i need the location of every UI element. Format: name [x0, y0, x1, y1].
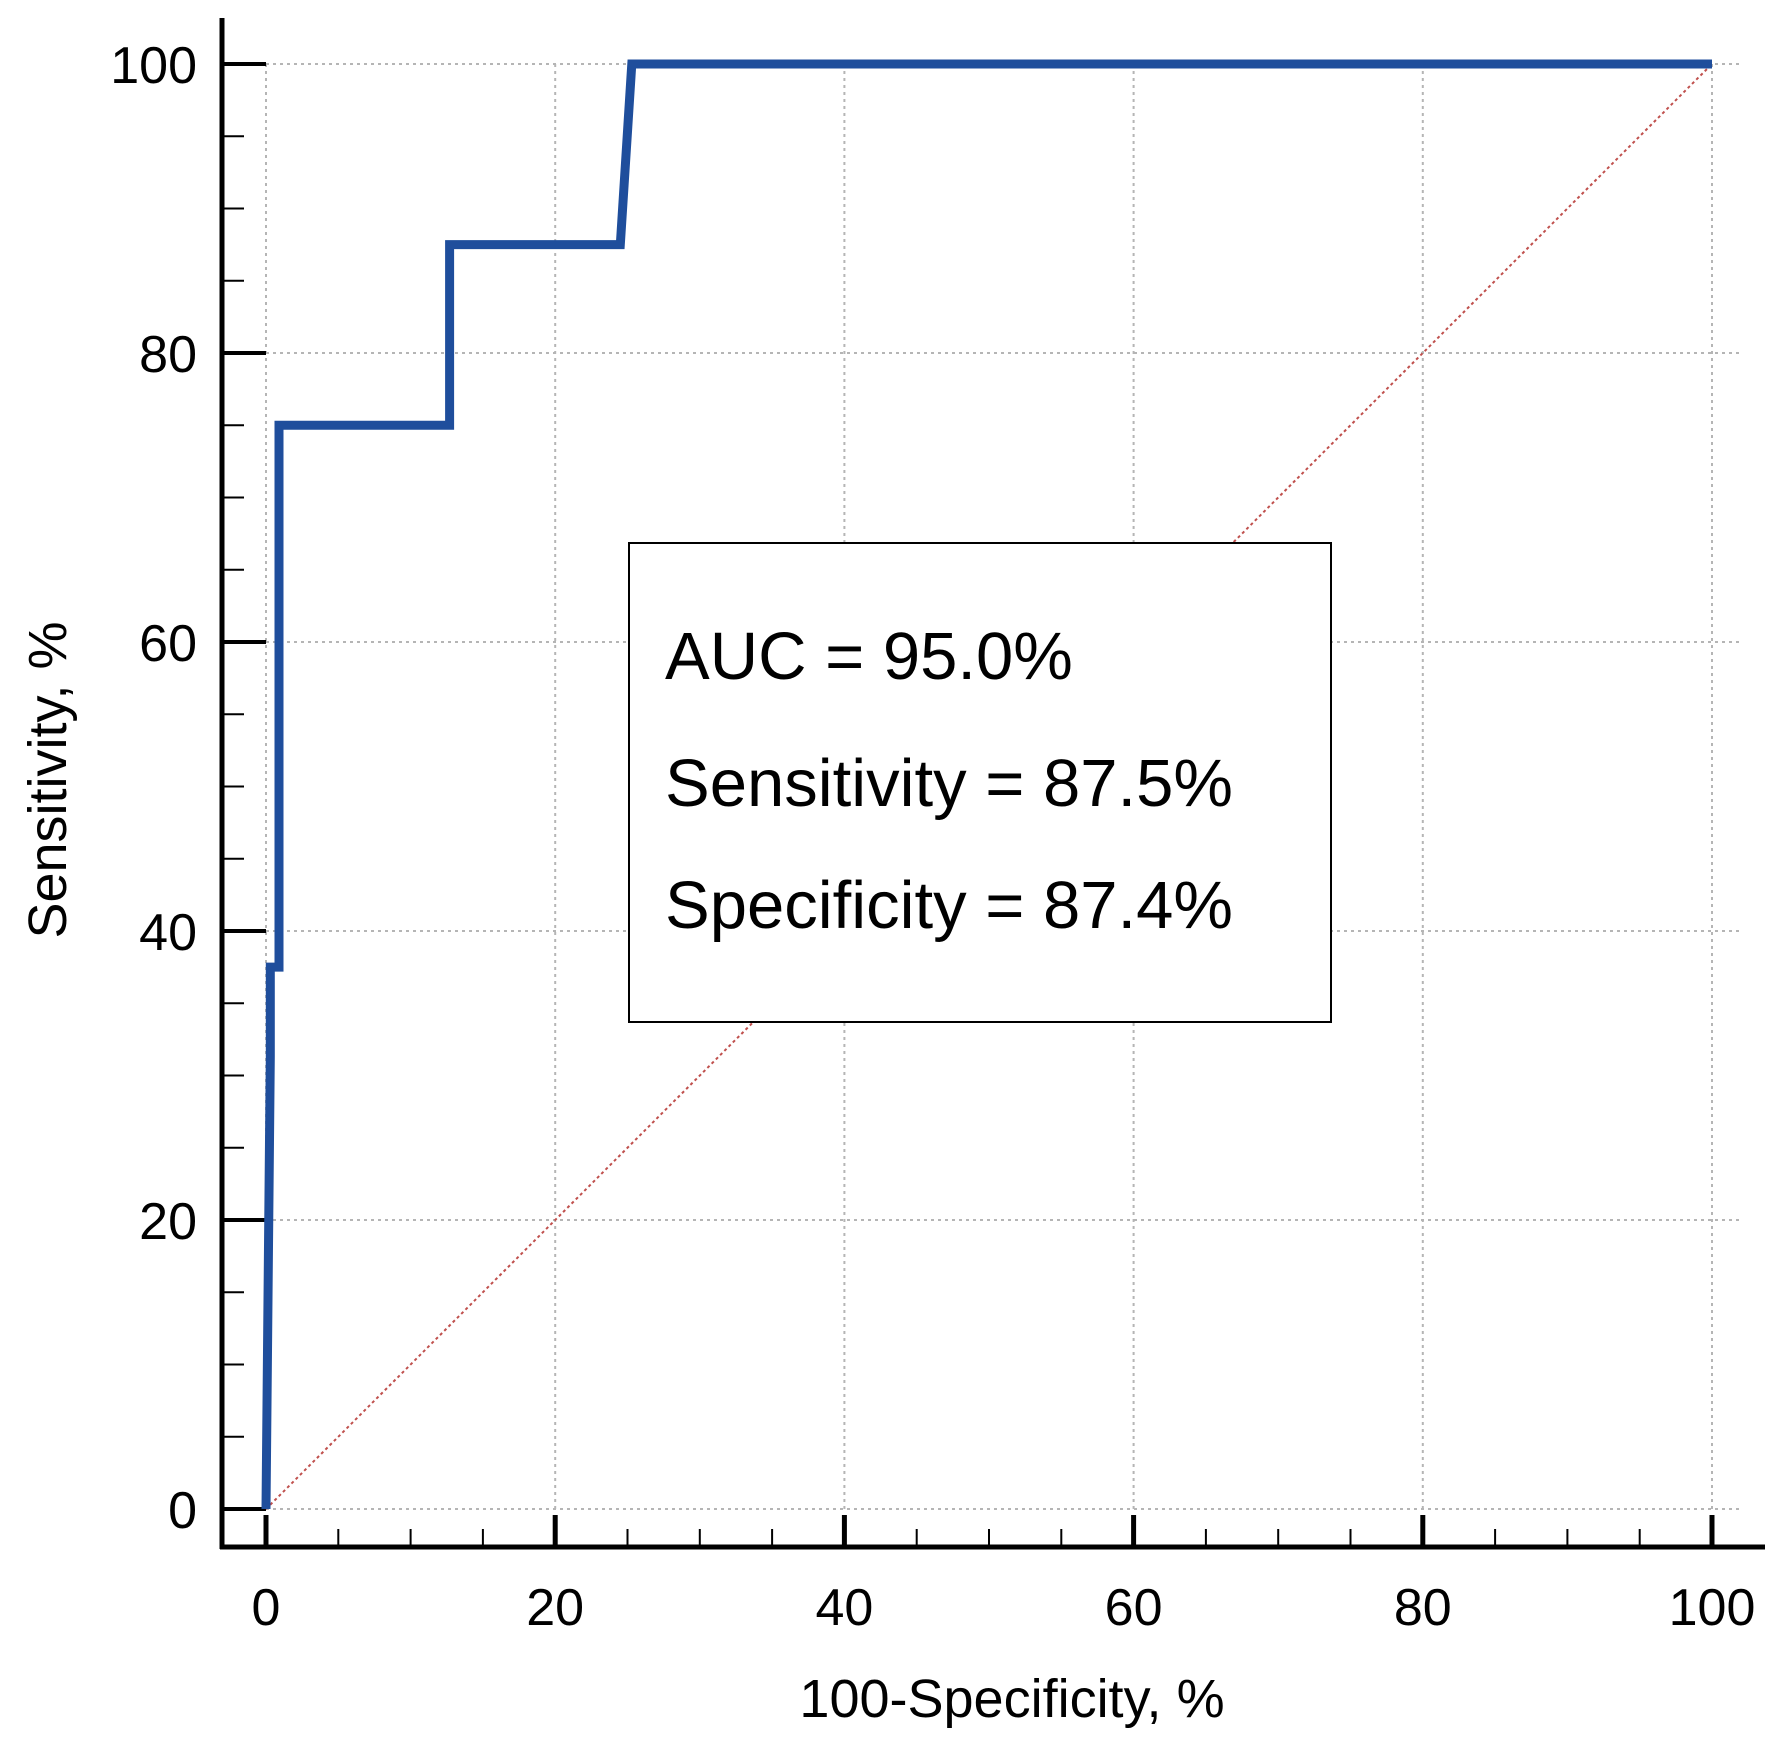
- y-tick-label: 60: [139, 615, 197, 673]
- roc-curve-line: [261, 59, 1712, 1510]
- auc-label: AUC = 95.0%: [665, 619, 1073, 694]
- x-tick-label: 40: [815, 1579, 873, 1637]
- curve-layer: [261, 59, 1712, 1510]
- y-tick-label: 40: [139, 904, 197, 962]
- sensitivity-label: Sensitivity = 87.5%: [665, 746, 1233, 821]
- stats-box-frame: [628, 542, 1332, 1023]
- specificity-label: Specificity = 87.4%: [665, 868, 1233, 943]
- x-axis-title: 100-Specificity, %: [799, 1669, 1224, 1729]
- x-tick-label: 100: [1669, 1579, 1756, 1637]
- y-tick-label: 80: [139, 326, 197, 384]
- x-tick-label: 80: [1394, 1579, 1452, 1637]
- axis-layer: [219, 18, 1765, 1550]
- y-tick-label: 20: [139, 1193, 197, 1251]
- x-tick-label: 60: [1105, 1579, 1163, 1637]
- stats-annotation-box: AUC = 95.0% Sensitivity = 87.5% Specific…: [628, 542, 1332, 1023]
- y-tick-label: 0: [168, 1482, 197, 1540]
- y-tick-label: 100: [110, 37, 197, 95]
- x-tick-label: 0: [252, 1579, 281, 1637]
- y-axis-title: Sensitivity, %: [18, 621, 78, 938]
- x-tick-label: 20: [526, 1579, 584, 1637]
- ticks-layer: 0 20 40 60 80 100 0 20 40 60 80 100: [110, 37, 1755, 1637]
